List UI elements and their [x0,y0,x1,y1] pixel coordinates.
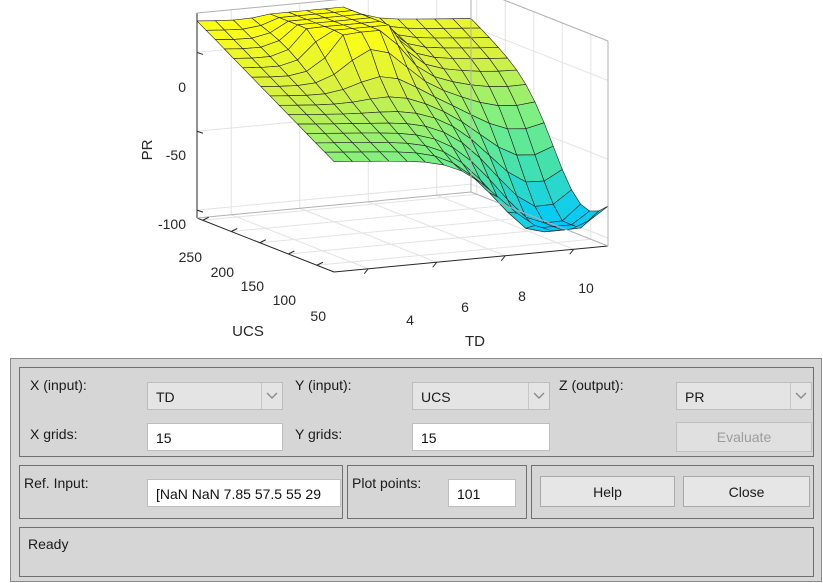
grid-line [231,205,506,232]
y-tick [231,228,238,232]
grid-line [470,25,609,81]
grid-line [288,227,563,255]
z-output-dropdown[interactable]: PR [676,382,812,410]
y-input-dropdown[interactable]: UCS [412,382,550,410]
surface-plot[interactable]: 0 -50 -100 250 200 150 100 50 4 6 8 10 P… [0,0,823,355]
grid-line [316,238,591,266]
surface-patch [324,151,354,162]
x-axis-line [333,245,609,273]
grid-line [368,201,506,257]
z-tick [196,51,204,55]
grid-line [259,216,534,244]
x-tick [500,255,506,262]
chevron-down-icon [528,383,549,409]
x-input-dropdown[interactable]: TD [147,382,283,410]
x-tick-label: 6 [461,299,469,315]
chevron-down-icon [261,383,282,409]
y-tick-label: 150 [241,278,265,294]
y-tick-label: 50 [310,308,326,324]
z-tick-label: -100 [158,216,186,232]
z-tick [196,130,204,134]
box-edge [470,191,609,247]
z-tick [196,209,204,213]
y-grids-label: Y grids: [295,426,343,442]
input-output-group: X (input): TD Y (input): UCS Z (output):… [19,367,814,457]
y-tick [202,216,209,221]
y-tick-label: 200 [211,264,235,280]
x-tick [432,261,438,268]
surface-mesh [196,6,609,233]
y-input-value: UCS [421,389,451,405]
y-grids-input[interactable]: 15 [412,423,550,451]
grid-line [231,214,369,270]
grid-line [299,207,437,263]
z-output-label: Z (output): [559,377,624,393]
y-axis-line [196,217,335,273]
y-axis-label: UCS [232,323,264,340]
evaluate-button[interactable]: Evaluate [676,422,812,452]
x-tick-label: 4 [406,312,414,328]
x-axis-label: TD [465,333,485,350]
z-tick-label: -50 [166,147,186,163]
x-grids-label: X grids: [30,426,78,442]
y-tick [288,250,295,255]
x-tick-label: 10 [578,280,594,296]
status-text: Ready [28,536,69,552]
y-tick-label: 100 [273,292,297,308]
z-tick-label: 0 [178,79,186,95]
x-input-label: X (input): [30,377,87,393]
x-tick [363,268,369,275]
x-tick-label: 8 [518,288,526,304]
box-edge [196,191,472,219]
plot-points-input[interactable]: 101 [448,479,516,507]
y-tick-label: 250 [179,249,203,265]
ref-input-field[interactable]: [NaN NaN 7.85 57.5 55 29 [147,479,341,507]
grid-line [202,193,477,221]
grid-line [196,183,472,211]
y-input-label: Y (input): [295,377,352,393]
action-buttons-group: Help Close [531,465,814,519]
axes-box [196,0,609,275]
y-tick [316,261,324,266]
plot-points-label: Plot points: [352,475,422,491]
z-output-value: PR [685,389,705,405]
ref-input-group: Ref. Input: [NaN NaN 7.85 57.5 55 29 [19,465,343,519]
close-button[interactable]: Close [683,476,810,507]
box-edge [196,0,340,14]
x-input-value: TD [156,389,175,405]
control-panel: X (input): TD Y (input): UCS Z (output):… [10,358,822,582]
x-tick [569,248,575,255]
ref-input-label: Ref. Input: [24,475,89,491]
chevron-down-icon [790,383,811,409]
box-edge [502,0,609,42]
x-grids-input[interactable]: 15 [147,423,283,451]
plot-points-group: Plot points: 101 [347,465,527,519]
status-bar: Ready [19,527,814,577]
help-button[interactable]: Help [540,476,675,507]
y-tick [259,239,267,244]
grid-line [436,194,574,250]
z-axis-label: PR [139,139,156,160]
